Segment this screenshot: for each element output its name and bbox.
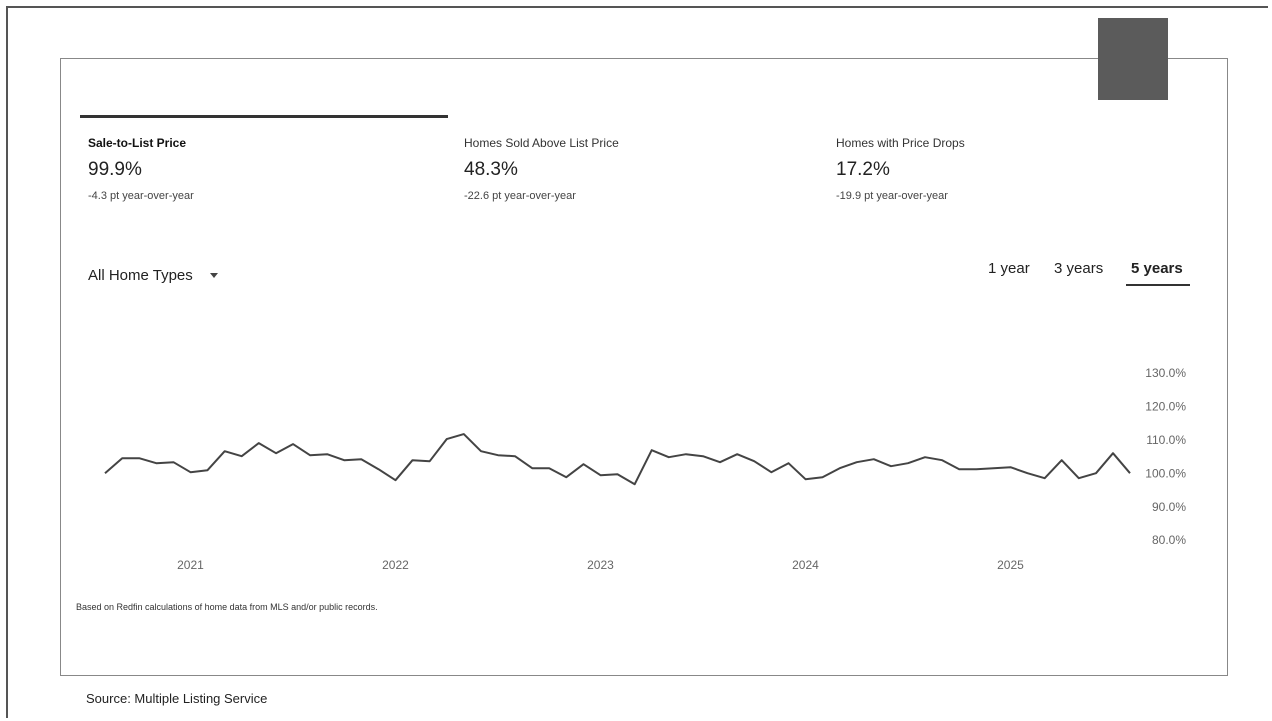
data-line: [104, 433, 1131, 486]
x-tick-label: 2024: [792, 558, 819, 572]
x-tick-label: 2022: [382, 558, 409, 572]
metric-value: 99.9%: [88, 159, 142, 180]
range-tab[interactable]: 5 years: [1131, 260, 1183, 277]
frame: [6, 6, 1268, 718]
selected-indicator: [80, 115, 448, 118]
metric-change: -19.9 pt year-over-year: [836, 190, 948, 202]
y-tick-label: 120.0%: [1145, 400, 1186, 414]
card: [60, 58, 1228, 676]
y-tick-label: 90.0%: [1152, 500, 1186, 514]
image-block: [1098, 18, 1168, 100]
metric-value: 17.2%: [836, 159, 890, 180]
y-tick-label: 110.0%: [1146, 433, 1186, 447]
x-tick-label: 2021: [177, 558, 204, 572]
range-tab[interactable]: 3 years: [1054, 260, 1104, 277]
metric-change: -22.6 pt year-over-year: [464, 190, 576, 202]
metric-value: 48.3%: [464, 159, 518, 180]
y-tick-label: 100.0%: [1145, 466, 1186, 480]
x-tick-label: 2025: [997, 558, 1024, 572]
home-type-filter[interactable]: All Home Types: [88, 267, 193, 284]
dropdown-caret: [210, 273, 218, 278]
y-tick-label: 80.0%: [1152, 533, 1186, 547]
metric-label: Sale-to-List Price: [88, 136, 187, 150]
metric-label: Homes with Price Drops: [836, 136, 965, 150]
metric-label: Homes Sold Above List Price: [464, 136, 619, 150]
footnote: Based on Redfin calculations of home dat…: [76, 602, 378, 612]
metric[interactable]: Homes with Price Drops 17.2% -19.9 pt ye…: [836, 136, 1136, 202]
range-underline: [1126, 284, 1190, 286]
source: Source: Multiple Listing Service: [86, 691, 268, 706]
range-tab[interactable]: 1 year: [988, 260, 1030, 277]
y-tick-label: 130.0%: [1145, 366, 1186, 380]
metric[interactable]: Homes Sold Above List Price 48.3% -22.6 …: [464, 136, 764, 202]
metric-change: -4.3 pt year-over-year: [88, 190, 194, 202]
metric[interactable]: Sale-to-List Price 99.9% -4.3 pt year-ov…: [88, 136, 388, 202]
chart: 130.0% 120.0% 110.0% 100.0% 90.0% 80.0% 2021 20…: [104, 366, 1186, 572]
x-tick-label: 2023: [587, 558, 614, 572]
